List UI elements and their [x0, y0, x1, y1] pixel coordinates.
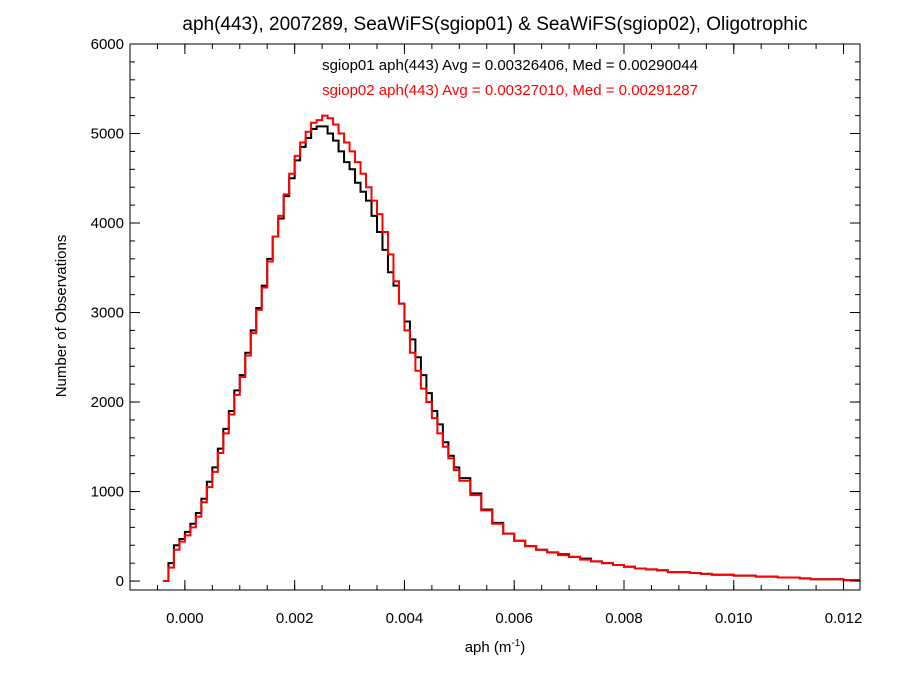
- y-tick-label: 0: [116, 573, 124, 590]
- chart-title: aph(443), 2007289, SeaWiFS(sgiop01) & Se…: [182, 14, 807, 35]
- series-layer: [162, 114, 860, 583]
- y-axis-label: Number of Observations: [53, 235, 70, 398]
- y-tick-label: 6000: [91, 36, 124, 53]
- x-axis-label-close: ): [520, 639, 525, 656]
- y-tick-label: 5000: [91, 126, 124, 143]
- y-tick-label: 4000: [91, 215, 124, 232]
- annotation-sgiop01-stats: sgiop01 aph(443) Avg = 0.00326406, Med =…: [322, 57, 698, 74]
- y-tick-label: 1000: [91, 484, 124, 501]
- series-sgiop02-line: [162, 114, 860, 583]
- series-sgiop01-line: [162, 125, 860, 583]
- plot-frame: [129, 43, 861, 591]
- x-tick-label: 0.008: [605, 610, 643, 627]
- x-axis-label: aph (m-1): [465, 638, 526, 656]
- annotation-layer: sgiop01 aph(443) Avg = 0.00326406, Med =…: [322, 57, 698, 99]
- x-tick-label: 0.006: [495, 610, 533, 627]
- axes-layer: 0.000 0.002 0.004 0.006 0.008 0.010 0.012 0 1000…: [91, 36, 863, 627]
- x-tick-label: 0.000: [166, 610, 204, 627]
- x-tick-label: 0.004: [386, 610, 424, 627]
- annotation-sgiop02-stats: sgiop02 aph(443) Avg = 0.00327010, Med =…: [322, 82, 698, 99]
- x-axis-label-superscript: -1: [511, 638, 520, 649]
- x-tick-label: 0.002: [276, 610, 314, 627]
- x-tick-label: 0.012: [825, 610, 863, 627]
- y-tick-label: 3000: [91, 305, 124, 322]
- x-tick-label: 0.010: [715, 610, 753, 627]
- y-tick-label: 2000: [91, 394, 124, 411]
- x-axis-label-text: aph (m: [465, 639, 512, 656]
